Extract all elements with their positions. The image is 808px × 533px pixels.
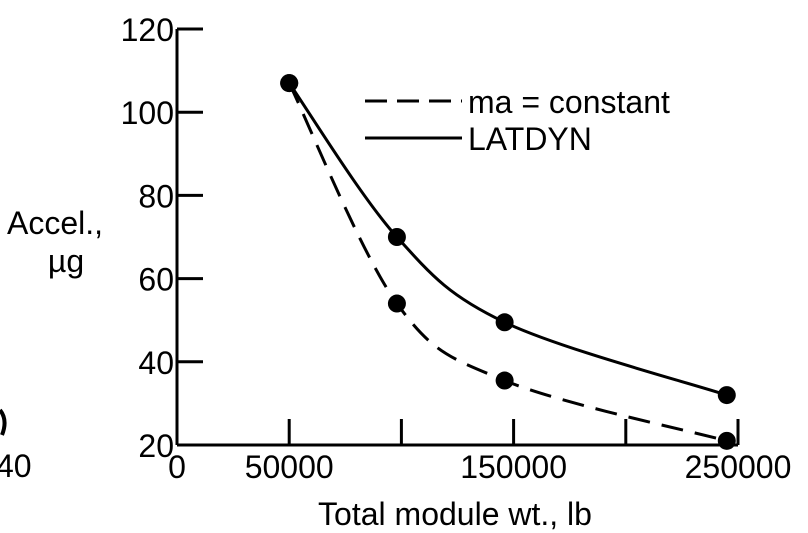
data-point [495, 371, 514, 390]
x-tick-label: 0 [168, 449, 186, 485]
y-tick-label: 80 [138, 178, 174, 214]
data-point [717, 431, 736, 450]
series-lines [287, 82, 728, 443]
y-tick-label: 20 [138, 428, 174, 464]
series-line-latdyn [287, 82, 728, 397]
legend: ma = constant LATDYN [365, 84, 670, 157]
data-point [387, 294, 406, 313]
legend-label-ma-constant: ma = constant [468, 84, 670, 120]
edge-fragment-mark [0, 408, 7, 436]
y-ticks: 20 40 60 80 100 120 [121, 12, 203, 464]
x-tick-label: 50000 [245, 449, 334, 485]
data-point [280, 74, 299, 93]
y-tick-label: 100 [121, 95, 174, 131]
edge-fragment-label: 40 [0, 448, 32, 484]
series-line-ma-constant [287, 82, 728, 443]
series-points [280, 74, 736, 450]
y-tick-label: 60 [138, 262, 174, 298]
x-tick-label: 250000 [685, 449, 792, 485]
x-ticks: 0 50000 150000 250000 [168, 419, 791, 485]
legend-label-latdyn: LATDYN [468, 121, 592, 157]
y-tick-label: 40 [138, 345, 174, 381]
y-axis-label-line-2: µg [48, 243, 84, 279]
axes [175, 29, 738, 447]
y-axis-label-line-1: Accel., [7, 205, 103, 241]
data-point [495, 313, 514, 332]
x-axis-label: Total module wt., lb [318, 496, 592, 532]
x-tick-label: 150000 [460, 449, 567, 485]
data-point [387, 228, 406, 246]
y-tick-label: 120 [121, 12, 174, 48]
data-point [717, 386, 736, 405]
